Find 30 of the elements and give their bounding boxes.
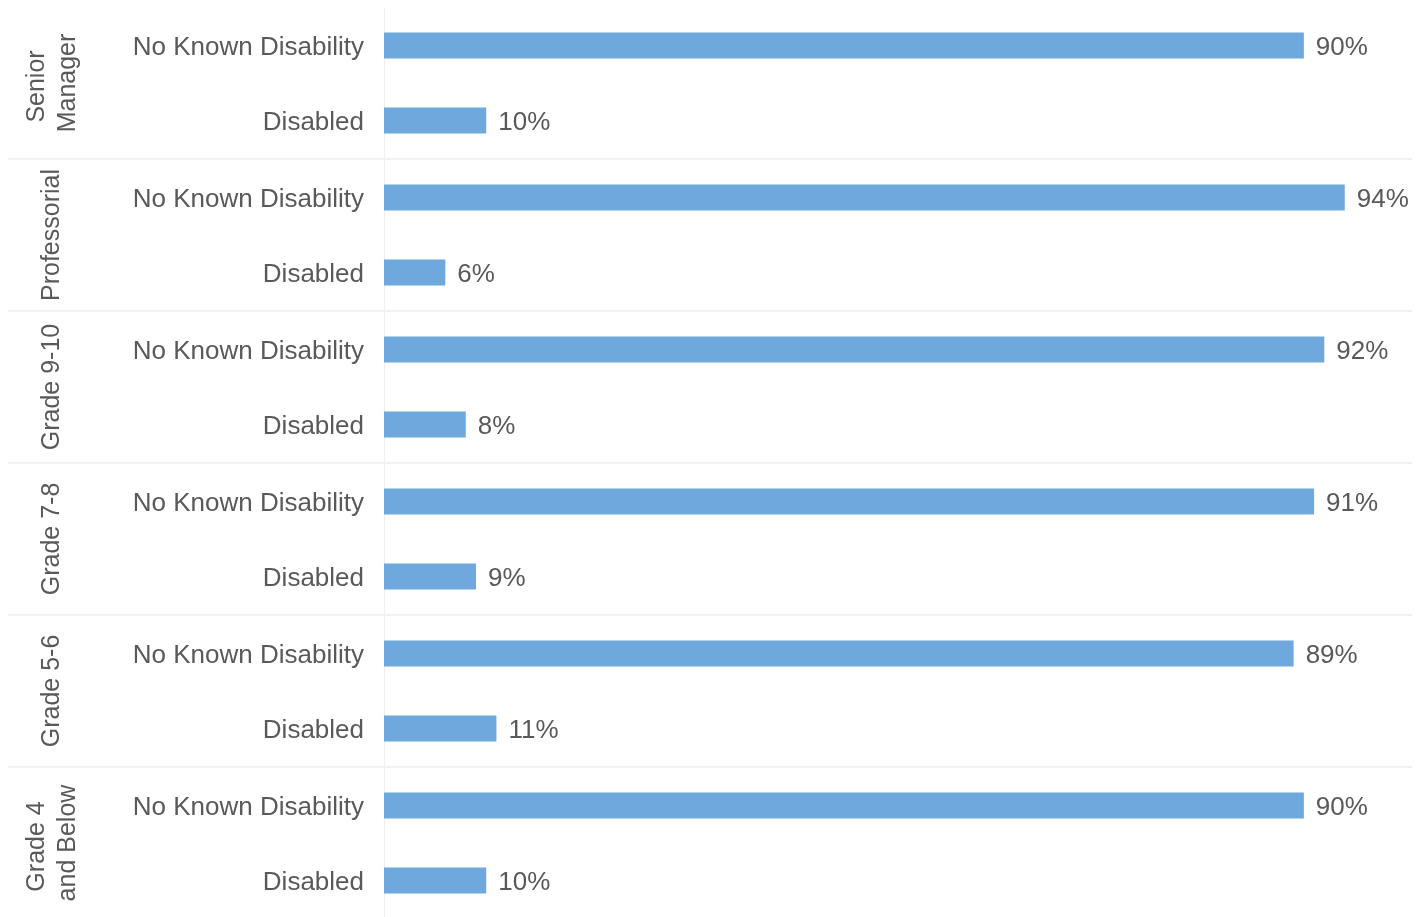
y-tick-label: No Known Disability — [132, 334, 364, 365]
data-label: 94% — [1356, 182, 1409, 213]
y-axis-title: Senior Manager — [20, 33, 80, 133]
y-tick-label: Disabled — [262, 713, 364, 744]
data-label: 91% — [1326, 486, 1379, 517]
y-tick-label: Disabled — [262, 257, 364, 288]
y-tick-label: No Known Disability — [132, 486, 364, 517]
y-tick-label: No Known Disability — [132, 790, 364, 821]
y-tick-label: No Known Disability — [132, 182, 364, 213]
y-axis-title: Grade 7-8 — [36, 482, 64, 596]
y-axis-title: Grade 5-6 — [36, 634, 64, 748]
y-tick-label: Disabled — [262, 409, 364, 440]
y-tick-label: No Known Disability — [132, 638, 364, 669]
data-label: 9% — [487, 561, 526, 592]
y-axis-title: Grade 9-10 — [36, 323, 64, 451]
data-label: 10% — [498, 105, 551, 136]
y-tick-label: No Known Disability — [132, 30, 364, 61]
data-label: 6% — [457, 257, 495, 288]
data-label: 8% — [477, 409, 516, 440]
data-label: 92% — [1336, 334, 1389, 365]
y-axis-title: Grade 4 and Below — [20, 783, 80, 902]
y-axis-title: Professorial — [36, 169, 64, 301]
data-label: 89% — [1305, 638, 1358, 669]
y-tick-label: Disabled — [262, 865, 364, 896]
data-label: 11% — [508, 713, 559, 744]
y-tick-label: Disabled — [262, 561, 364, 592]
y-tick-label: Disabled — [262, 105, 364, 136]
data-label: 10% — [498, 865, 551, 896]
data-label: 90% — [1315, 790, 1368, 821]
data-label: 90% — [1315, 30, 1368, 61]
